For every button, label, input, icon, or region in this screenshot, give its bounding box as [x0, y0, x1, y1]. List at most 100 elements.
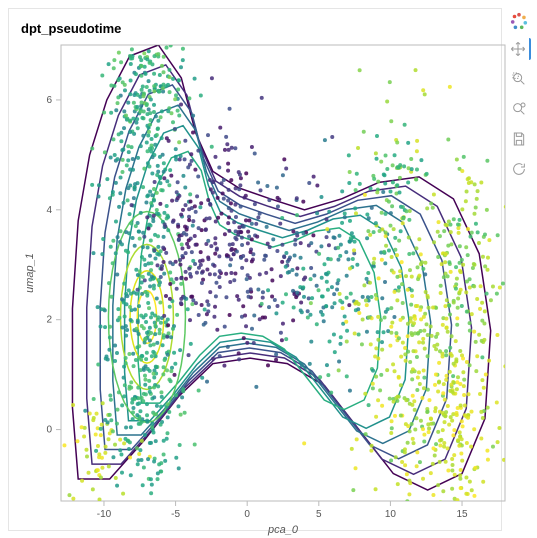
- scatter-point: [436, 230, 440, 234]
- scatter-point: [295, 291, 299, 295]
- scatter-point: [441, 489, 445, 493]
- scatter-point: [275, 186, 279, 190]
- scatter-point: [159, 249, 163, 253]
- scatter-point: [309, 301, 313, 305]
- scatter-point: [374, 151, 378, 155]
- scatter-point: [462, 393, 466, 397]
- scatter-point: [224, 135, 228, 139]
- scatter-point: [144, 337, 148, 341]
- scatter-point: [330, 285, 334, 289]
- reset-tool[interactable]: [508, 158, 530, 180]
- scatter-point: [187, 215, 191, 219]
- box-zoom-tool[interactable]: [508, 68, 530, 90]
- scatter-point: [384, 230, 388, 234]
- x-axis-label: pca_0: [267, 524, 299, 536]
- scatter-point: [126, 158, 130, 162]
- scatter-point: [206, 239, 210, 243]
- scatter-point: [382, 250, 386, 254]
- scatter-point: [376, 398, 380, 402]
- scatter-point: [438, 500, 442, 504]
- scatter-point: [232, 278, 236, 282]
- scatter-point: [446, 446, 450, 450]
- scatter-point: [119, 229, 123, 233]
- scatter-point: [161, 246, 165, 250]
- scatter-point: [275, 249, 279, 253]
- scatter-point: [423, 503, 427, 507]
- wheel-zoom-tool[interactable]: [508, 98, 530, 120]
- scatter-point: [406, 441, 410, 445]
- scatter-point: [177, 78, 181, 82]
- scatter-point: [122, 126, 126, 130]
- scatter-point: [410, 294, 414, 298]
- scatter-point: [481, 255, 485, 259]
- scatter-point: [141, 17, 145, 20]
- scatter-point: [240, 236, 244, 240]
- scatter-point: [376, 338, 380, 342]
- scatter-point: [162, 260, 166, 264]
- scatter-point: [374, 346, 378, 350]
- scatter-point: [474, 222, 478, 226]
- scatter-point: [148, 369, 152, 373]
- scatter-point: [136, 386, 140, 390]
- scatter-point: [462, 155, 466, 159]
- scatter-point: [191, 219, 195, 223]
- scatter-point: [188, 272, 192, 276]
- scatter-point: [205, 312, 209, 316]
- scatter-point: [219, 212, 223, 216]
- scatter-point: [125, 294, 129, 298]
- scatter-point: [126, 144, 130, 148]
- scatter-point: [447, 423, 451, 427]
- scatter-point: [337, 234, 341, 238]
- scatter-point: [167, 68, 171, 72]
- scatter-point: [142, 326, 146, 330]
- scatter-point: [260, 302, 264, 306]
- scatter-point: [94, 433, 98, 437]
- scatter-point: [223, 232, 227, 236]
- scatter-point: [426, 333, 430, 337]
- scatter-point: [415, 149, 419, 153]
- scatter-point: [397, 239, 401, 243]
- scatter-point: [97, 452, 101, 456]
- scatter-point: [146, 246, 150, 250]
- scatter-point: [455, 316, 459, 320]
- scatter-point: [411, 349, 415, 353]
- scatter-point: [443, 398, 447, 402]
- chart-svg[interactable]: -10-50510150246pca_0umap_1: [17, 17, 509, 538]
- scatter-point: [384, 153, 388, 157]
- scatter-point: [197, 313, 201, 317]
- scatter-point: [164, 251, 168, 255]
- scatter-point: [179, 213, 183, 217]
- scatter-point: [380, 348, 384, 352]
- scatter-point: [125, 163, 129, 167]
- scatter-point: [139, 74, 143, 78]
- scatter-point: [410, 167, 414, 171]
- scatter-point: [246, 241, 250, 245]
- scatter-point: [115, 408, 119, 412]
- scatter-point: [382, 330, 386, 334]
- scatter-point: [447, 304, 451, 308]
- pan-tool[interactable]: [507, 38, 531, 60]
- scatter-point: [97, 195, 101, 199]
- scatter-point: [92, 397, 96, 401]
- scatter-point: [399, 383, 403, 387]
- save-tool[interactable]: [508, 128, 530, 150]
- scatter-point: [104, 445, 108, 449]
- scatter-point: [287, 258, 291, 262]
- scatter-point: [338, 299, 342, 303]
- scatter-point: [491, 285, 495, 289]
- scatter-point: [315, 211, 319, 215]
- scatter-point: [135, 327, 139, 331]
- x-tick-label: 5: [316, 509, 322, 520]
- scatter-point: [149, 315, 153, 319]
- scatter-point: [452, 301, 456, 305]
- scatter-point: [344, 250, 348, 254]
- scatter-point: [136, 458, 140, 462]
- scatter-point: [245, 277, 249, 281]
- scatter-point: [347, 153, 351, 157]
- scatter-point: [154, 114, 158, 118]
- scatter-point: [472, 330, 476, 334]
- scatter-point: [126, 186, 130, 190]
- scatter-point: [451, 380, 455, 384]
- scatter-point: [432, 240, 436, 244]
- scatter-point: [210, 76, 214, 80]
